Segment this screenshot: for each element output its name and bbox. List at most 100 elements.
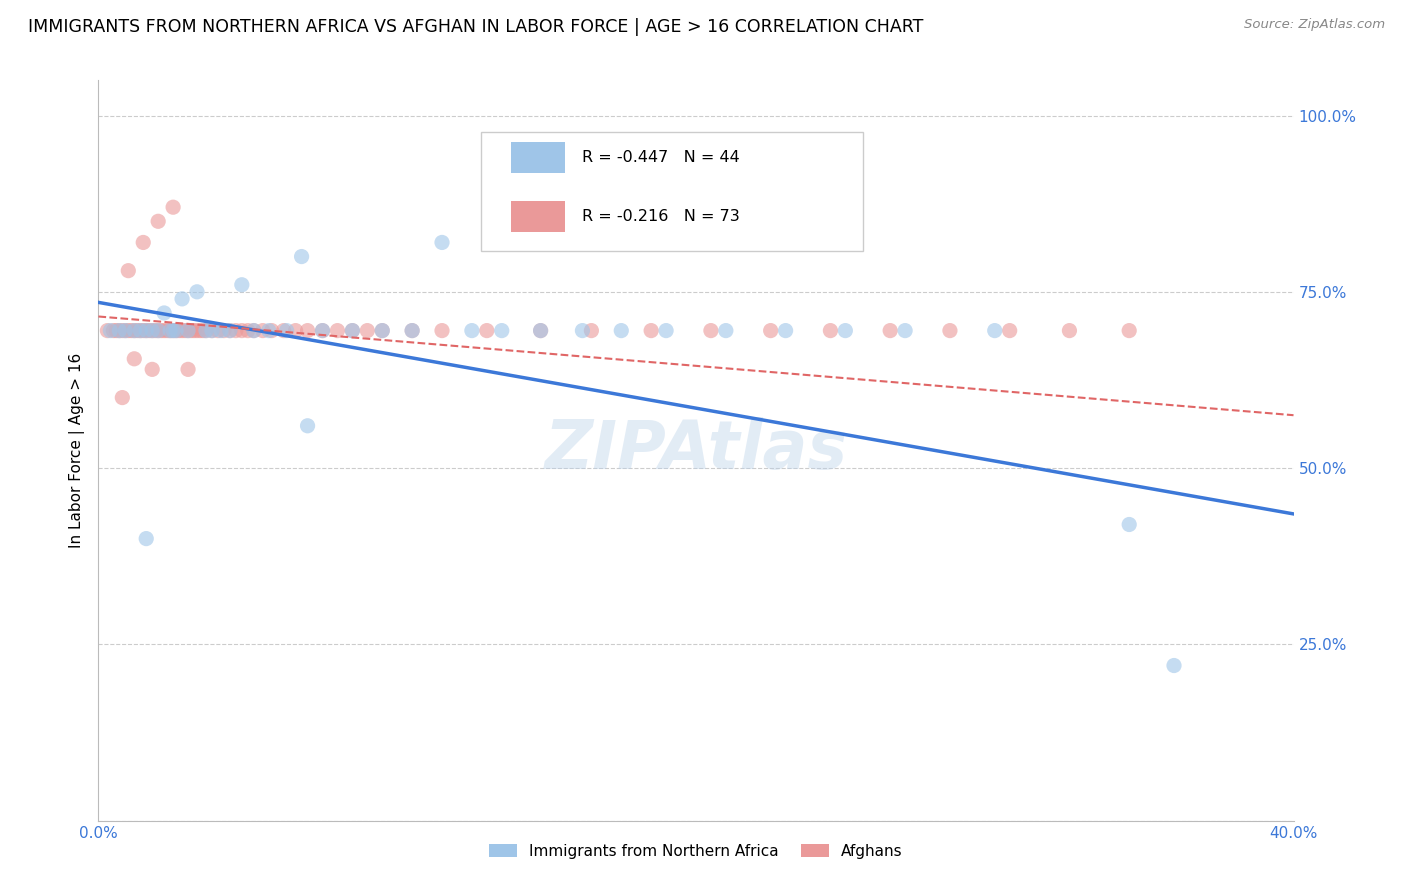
Point [219,324,242,338]
Point [610,324,633,338]
Point [998,324,1021,338]
Point [571,324,593,338]
Point [167,324,190,338]
Point [135,324,157,338]
Point [273,324,295,338]
Point [212,324,235,338]
Point [117,324,139,338]
Point [401,324,423,338]
Point [108,324,131,338]
Text: ZIPAtlas: ZIPAtlas [544,417,848,483]
Point [141,362,163,376]
Point [297,418,319,433]
Point [111,324,134,338]
Point [98,324,122,338]
FancyBboxPatch shape [510,201,565,232]
Y-axis label: In Labor Force | Age > 16: In Labor Force | Age > 16 [69,353,84,548]
Point [1118,517,1140,532]
Point [186,285,208,299]
Point [430,235,453,250]
Point [96,324,118,338]
Point [581,324,603,338]
Point [159,324,181,338]
Point [180,324,202,338]
Point [759,324,782,338]
Point [114,324,136,338]
Point [153,324,176,338]
Point [177,324,200,338]
Point [640,324,662,338]
Point [219,324,242,338]
Legend: Immigrants from Northern Africa, Afghans: Immigrants from Northern Africa, Afghans [484,838,908,865]
Point [103,324,125,338]
Point [356,324,378,338]
Point [236,324,259,338]
Point [243,324,266,338]
Point [775,324,797,338]
Point [174,324,197,338]
Point [105,324,128,338]
Point [114,324,136,338]
Text: IMMIGRANTS FROM NORTHERN AFRICA VS AFGHAN IN LABOR FORCE | AGE > 16 CORRELATION : IMMIGRANTS FROM NORTHERN AFRICA VS AFGHA… [28,18,924,36]
Point [138,324,160,338]
Point [108,324,131,338]
Point [291,250,314,264]
FancyBboxPatch shape [510,142,565,173]
Point [231,277,253,292]
Point [257,324,280,338]
Point [326,324,349,338]
Point [141,324,163,338]
Point [231,324,253,338]
Point [475,324,498,338]
Point [172,292,194,306]
Point [700,324,723,338]
Point [132,235,155,250]
Point [165,324,187,338]
Point [148,324,170,338]
Point [177,324,200,338]
Point [201,324,224,338]
Point [135,532,157,546]
Point [120,324,142,338]
Point [207,324,229,338]
Point [1163,658,1185,673]
Point [401,324,423,338]
Point [135,324,157,338]
Point [371,324,394,338]
Point [132,324,155,338]
Point [148,324,170,338]
Point [879,324,901,338]
Point [209,324,232,338]
Point [186,324,208,338]
Point [143,324,166,338]
Point [491,324,513,338]
Point [195,324,218,338]
Text: R = -0.216   N = 73: R = -0.216 N = 73 [582,209,740,224]
Point [243,324,266,338]
Point [311,324,333,338]
Point [939,324,962,338]
Point [172,324,194,338]
Point [159,324,181,338]
Point [461,324,484,338]
Point [141,324,163,338]
FancyBboxPatch shape [481,132,863,251]
Point [342,324,364,338]
Point [124,324,146,338]
Point [156,324,179,338]
Point [183,324,205,338]
Point [201,324,224,338]
Point [276,324,298,338]
Point [129,324,152,338]
Point [311,324,333,338]
Point [655,324,678,338]
Point [150,324,173,338]
Point [124,324,146,338]
Point [834,324,856,338]
Text: Source: ZipAtlas.com: Source: ZipAtlas.com [1244,18,1385,31]
Point [117,263,139,277]
Point [714,324,737,338]
Point [252,324,274,338]
Point [148,214,170,228]
Point [191,324,214,338]
